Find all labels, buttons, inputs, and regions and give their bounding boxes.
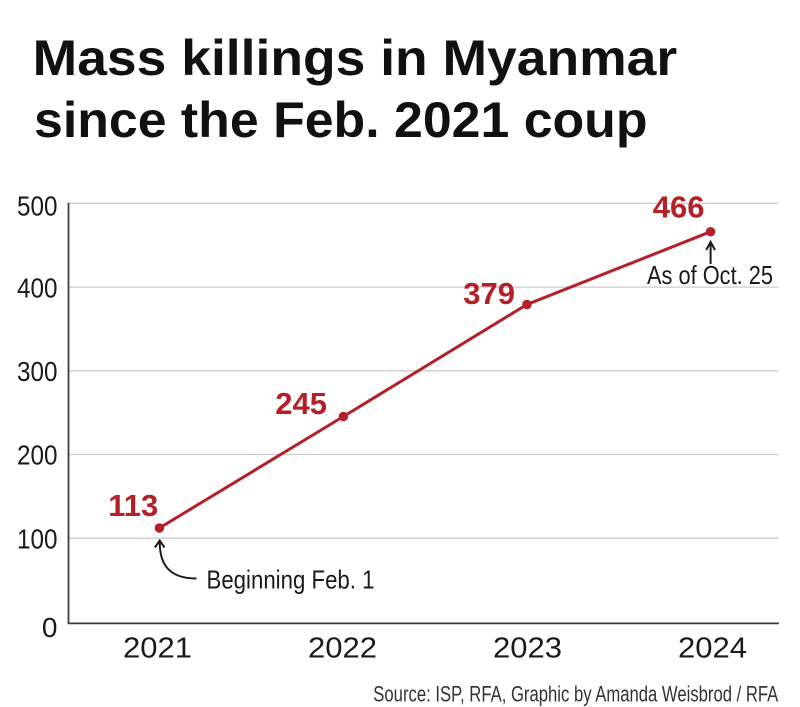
svg-text:466: 466 xyxy=(653,190,705,225)
svg-text:2022: 2022 xyxy=(308,633,377,665)
svg-text:Beginning Feb. 1: Beginning Feb. 1 xyxy=(207,565,375,595)
svg-text:500: 500 xyxy=(17,191,58,222)
svg-text:since the Feb. 2021 coup: since the Feb. 2021 coup xyxy=(34,92,648,148)
svg-text:2023: 2023 xyxy=(493,633,562,665)
svg-text:Source: ISP, RFA, Graphic by A: Source: ISP, RFA, Graphic by Amanda Weis… xyxy=(373,682,778,707)
svg-text:100: 100 xyxy=(17,523,58,554)
svg-text:2024: 2024 xyxy=(678,633,747,665)
svg-text:379: 379 xyxy=(463,276,515,311)
svg-text:245: 245 xyxy=(275,386,327,421)
svg-text:Mass killings in Myanmar: Mass killings in Myanmar xyxy=(33,30,678,86)
svg-text:400: 400 xyxy=(17,272,58,303)
svg-text:300: 300 xyxy=(17,356,58,387)
svg-text:As of Oct. 25: As of Oct. 25 xyxy=(647,260,773,290)
svg-text:2021: 2021 xyxy=(123,633,192,665)
svg-text:200: 200 xyxy=(17,440,58,471)
svg-text:0: 0 xyxy=(42,612,58,643)
svg-text:113: 113 xyxy=(108,488,158,523)
